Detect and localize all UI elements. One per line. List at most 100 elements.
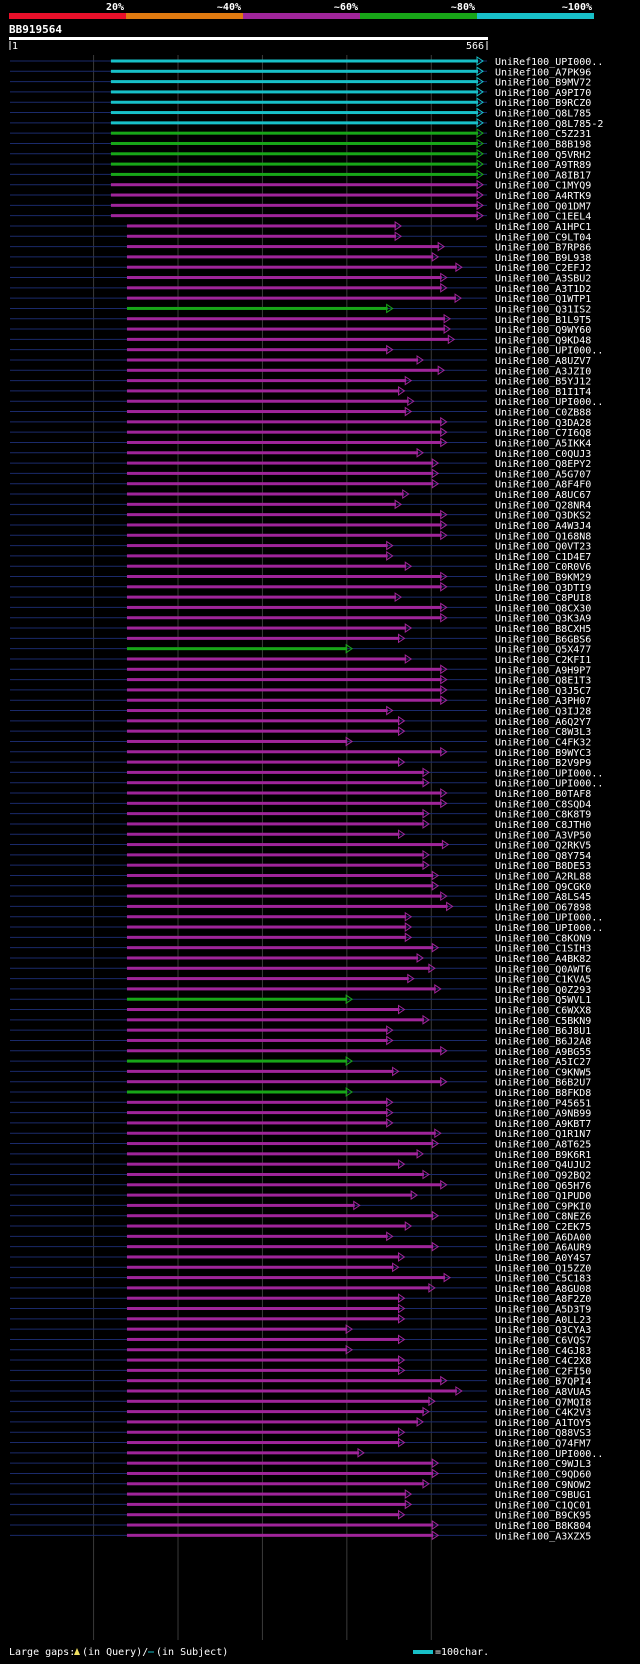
hit-label[interactable]: UniRef100_C2KFI1 <box>495 655 591 666</box>
hit-row[interactable]: UniRef100_A3VP50 <box>10 829 591 841</box>
hit-label[interactable]: UniRef100_UPI000.. <box>495 923 603 934</box>
hit-label[interactable]: UniRef100_A8LS45 <box>495 892 591 903</box>
hit-row[interactable]: UniRef100_UPI000.. <box>10 56 603 68</box>
hit-label[interactable]: UniRef100_C9QD60 <box>495 1469 591 1480</box>
hit-label[interactable]: UniRef100_Q65H76 <box>495 1181 591 1192</box>
hit-label[interactable]: UniRef100_B9L938 <box>495 253 591 264</box>
hit-label[interactable]: UniRef100_Q8CX30 <box>495 603 591 614</box>
hit-row[interactable]: UniRef100_UPI000.. <box>10 1447 603 1460</box>
hit-label[interactable]: UniRef100_UPI000.. <box>495 913 603 924</box>
hit-row[interactable]: UniRef100_B5YJ12 <box>10 375 591 388</box>
hit-row[interactable]: UniRef100_Q8L785-2 <box>10 117 603 130</box>
hit-label[interactable]: UniRef100_A5IKK4 <box>495 438 591 449</box>
hit-row[interactable]: UniRef100_A6DA00 <box>10 1231 591 1243</box>
hit-label[interactable]: UniRef100_A3T1D2 <box>495 284 591 295</box>
hit-row[interactable]: UniRef100_A9KBT7 <box>10 1117 591 1130</box>
hit-label[interactable]: UniRef100_C9PKI0 <box>495 1201 591 1212</box>
hit-row[interactable]: UniRef100_Q2RKV5 <box>10 839 591 852</box>
hit-row[interactable]: UniRef100_B9KM29 <box>10 571 591 584</box>
hit-row[interactable]: UniRef100_A6Q2Y7 <box>10 715 591 728</box>
hit-label[interactable]: UniRef100_C5C183 <box>495 1274 591 1285</box>
hit-label[interactable]: UniRef100_Q01DM7 <box>495 201 591 212</box>
hit-label[interactable]: UniRef100_B8DE53 <box>495 861 591 872</box>
hit-label[interactable]: UniRef100_Q3DKS2 <box>495 511 591 522</box>
hit-row[interactable]: UniRef100_A3SBU2 <box>10 272 591 285</box>
hit-label[interactable]: UniRef100_C8JTH0 <box>495 820 591 831</box>
hit-row[interactable]: UniRef100_B6GBS6 <box>10 633 591 645</box>
hit-label[interactable]: UniRef100_Q8L785-2 <box>495 119 603 130</box>
hit-row[interactable]: UniRef100_C4FK32 <box>10 736 591 748</box>
hit-row[interactable]: UniRef100_C2KFI1 <box>10 654 591 666</box>
hit-label[interactable]: UniRef100_C1MYQ9 <box>495 181 591 192</box>
hit-label[interactable]: UniRef100_C8W3L3 <box>495 727 591 738</box>
hit-row[interactable]: UniRef100_A8IB17 <box>10 169 591 181</box>
hit-row[interactable]: UniRef100_Q3DA28 <box>10 416 591 429</box>
hit-row[interactable]: UniRef100_A5IC27 <box>10 1056 591 1068</box>
hit-label[interactable]: UniRef100_B6J8U1 <box>495 1026 591 1037</box>
hit-label[interactable]: UniRef100_B6J2A8 <box>495 1036 591 1047</box>
hit-label[interactable]: UniRef100_C9KNW5 <box>495 1067 591 1078</box>
hit-row[interactable]: UniRef100_C9PKI0 <box>10 1200 591 1212</box>
hit-row[interactable]: UniRef100_Q28NR4 <box>10 499 591 511</box>
hit-label[interactable]: UniRef100_A8VUA5 <box>495 1387 591 1398</box>
hit-label[interactable]: UniRef100_B6B2U7 <box>495 1078 591 1089</box>
hit-row[interactable]: UniRef100_B7RP86 <box>10 241 591 254</box>
hit-label[interactable]: UniRef100_A3PH07 <box>495 696 591 707</box>
hit-label[interactable]: UniRef100_A2RL88 <box>495 871 591 882</box>
hit-row[interactable]: UniRef100_B8K804 <box>10 1520 591 1532</box>
hit-row[interactable]: UniRef100_B9K6R1 <box>10 1148 591 1161</box>
hit-row[interactable]: UniRef100_A9H9P7 <box>10 664 591 676</box>
hit-row[interactable]: UniRef100_A3JZI0 <box>10 365 591 377</box>
hit-row[interactable]: UniRef100_C8PUI8 <box>10 592 591 604</box>
hit-label[interactable]: UniRef100_Q2RKV5 <box>495 841 591 852</box>
hit-row[interactable]: UniRef100_B8B198 <box>10 138 591 150</box>
hit-label[interactable]: UniRef100_B5YJ12 <box>495 377 591 388</box>
hit-label[interactable]: UniRef100_A6AUR9 <box>495 1243 591 1254</box>
hit-label[interactable]: UniRef100_Q8Y754 <box>495 851 591 862</box>
hit-row[interactable]: UniRef100_B8FKD8 <box>10 1087 591 1099</box>
hit-row[interactable]: UniRef100_C1QC01 <box>10 1499 591 1511</box>
hit-row[interactable]: UniRef100_C0R0V6 <box>10 561 591 573</box>
hit-row[interactable]: UniRef100_UPI000.. <box>10 767 603 779</box>
hit-row[interactable]: UniRef100_C1MYQ9 <box>10 179 591 192</box>
hit-row[interactable]: UniRef100_Q8Y754 <box>10 849 591 862</box>
hit-label[interactable]: UniRef100_A3JZI0 <box>495 366 591 377</box>
hit-label[interactable]: UniRef100_A3SBU2 <box>495 274 591 285</box>
hit-label[interactable]: UniRef100_C8PUI8 <box>495 593 591 604</box>
hit-row[interactable]: UniRef100_C4C2X8 <box>10 1355 591 1367</box>
hit-label[interactable]: UniRef100_C9BUG1 <box>495 1490 591 1501</box>
hit-row[interactable]: UniRef100_C6WXX8 <box>10 1004 591 1017</box>
hit-row[interactable]: UniRef100_C5Z231 <box>10 128 591 140</box>
hit-row[interactable]: UniRef100_A1TOY5 <box>10 1416 591 1429</box>
hit-label[interactable]: UniRef100_B9KM29 <box>495 573 591 584</box>
hit-row[interactable]: UniRef100_A8LS45 <box>10 891 591 903</box>
hit-label[interactable]: UniRef100_B8B198 <box>495 139 591 150</box>
hit-label[interactable]: UniRef100_P45651 <box>495 1098 591 1109</box>
hit-label[interactable]: UniRef100_Q1R1N7 <box>495 1129 591 1140</box>
hit-label[interactable]: UniRef100_A8F4F0 <box>495 480 591 491</box>
hit-label[interactable]: UniRef100_C2FI50 <box>495 1366 591 1377</box>
hit-row[interactable]: UniRef100_A3XZX5 <box>10 1530 591 1542</box>
hit-label[interactable]: UniRef100_C1SIH3 <box>495 944 591 955</box>
hit-row[interactable]: UniRef100_A0Y4S7 <box>10 1252 591 1264</box>
hit-row[interactable]: UniRef100_Q3DKS2 <box>10 509 591 522</box>
hit-label[interactable]: UniRef100_Q1WTP1 <box>495 294 591 305</box>
hit-row[interactable]: UniRef100_Q9KD48 <box>10 334 591 346</box>
hit-label[interactable]: UniRef100_A4W3J4 <box>495 521 591 532</box>
hit-label[interactable]: UniRef100_A8GU08 <box>495 1284 591 1295</box>
hit-row[interactable]: UniRef100_B9CK95 <box>10 1509 591 1522</box>
hit-row[interactable]: UniRef100_C7I6Q8 <box>10 427 591 439</box>
hit-row[interactable]: UniRef100_Q9WY60 <box>10 324 591 336</box>
hit-row[interactable]: UniRef100_Q31IS2 <box>10 303 591 315</box>
hit-row[interactable]: UniRef100_B6B2U7 <box>10 1076 591 1089</box>
hit-row[interactable]: UniRef100_A3PH07 <box>10 695 591 707</box>
hit-row[interactable]: UniRef100_A5IKK4 <box>10 437 591 449</box>
hit-row[interactable]: UniRef100_C9WJL3 <box>10 1458 591 1470</box>
hit-row[interactable]: UniRef100_A9NB99 <box>10 1107 591 1120</box>
hit-row[interactable]: UniRef100_C0QUJ3 <box>10 447 591 460</box>
hit-label[interactable]: UniRef100_C1EEL4 <box>495 212 591 223</box>
hit-row[interactable]: UniRef100_A0LL23 <box>10 1313 591 1326</box>
hit-label[interactable]: UniRef100_A9NB99 <box>495 1109 591 1120</box>
hit-label[interactable]: UniRef100_A1HPC1 <box>495 222 591 233</box>
hit-row[interactable]: UniRef100_B8CXH5 <box>10 623 591 635</box>
